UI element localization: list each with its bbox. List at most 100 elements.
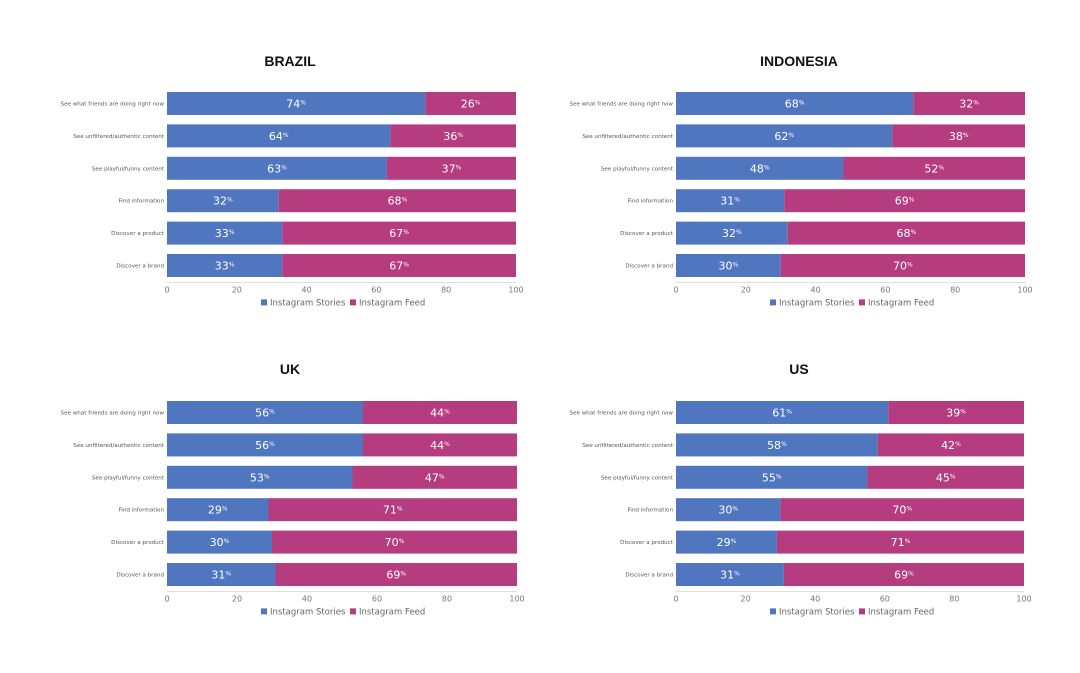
x-tick-label: 40 (810, 594, 820, 603)
category-label: See playful/funny content (92, 166, 165, 172)
x-tick-label: 20 (232, 285, 242, 294)
legend-swatch-stories (261, 299, 267, 306)
legend-swatch-feed (859, 608, 865, 615)
category-label: See unfiltered/authentic content (73, 443, 165, 449)
bar-segment-feed (386, 156, 516, 180)
bar-segment-feed (787, 221, 1025, 245)
bar-segment-stories (676, 465, 868, 489)
bar-segment-feed (780, 498, 1024, 522)
bar-segment-stories (676, 498, 781, 522)
chart-title: UK (280, 361, 300, 377)
bar-segment-stories (676, 254, 781, 277)
bar-segment-feed (784, 189, 1025, 213)
bar-segment-stories (676, 563, 784, 586)
category-label: Discover a product (620, 231, 674, 237)
category-label: See unfiltered/authentic content (73, 134, 165, 140)
bar-segment-feed (268, 498, 517, 522)
x-tick-label: 20 (232, 594, 242, 603)
category-label: See unfiltered/authentic content (582, 134, 674, 140)
bar-segment-feed (363, 433, 517, 457)
bar-segment-stories (167, 124, 391, 148)
bar-segment-stories (676, 401, 889, 424)
bar-segment-stories (167, 498, 269, 522)
bar-segment-stories (676, 433, 878, 457)
bar-segment-stories (676, 221, 788, 245)
category-label: Discover a brand (116, 573, 164, 579)
bar-segment-stories (167, 156, 387, 180)
bar-segment-feed (877, 433, 1024, 457)
category-label: Discover a brand (625, 264, 673, 270)
legend-swatch-feed (350, 299, 356, 306)
x-tick-label: 100 (1017, 285, 1032, 294)
x-tick-label: 60 (372, 594, 382, 603)
bar-segment-feed (272, 530, 517, 554)
chart-title: BRAZIL (264, 53, 316, 69)
chart-title: INDONESIA (760, 53, 838, 69)
x-tick-label: 40 (302, 594, 312, 603)
bar-segment-stories (676, 92, 914, 115)
bar-segment-feed (780, 254, 1025, 277)
bar-segment-stories (167, 254, 283, 277)
bar-segment-feed (390, 124, 516, 148)
x-tick-label: 0 (164, 594, 169, 603)
x-tick-label: 40 (302, 285, 312, 294)
bar-segment-feed (275, 563, 517, 586)
legend-label-stories: Instagram Stories (779, 298, 855, 308)
bar-segment-stories (167, 465, 353, 489)
category-label: See what friends are doing right now (570, 411, 674, 417)
x-tick-label: 40 (811, 285, 821, 294)
category-label: Find information (627, 508, 673, 514)
bar-segment-feed (892, 124, 1025, 148)
bar-segment-feed (278, 189, 516, 213)
bar-segment-stories (676, 530, 777, 554)
x-tick-label: 60 (880, 594, 890, 603)
bar-segment-feed (776, 530, 1024, 554)
category-label: See what friends are doing right now (570, 102, 674, 108)
legend-label-feed: Instagram Feed (868, 607, 934, 617)
bar-segment-stories (167, 433, 363, 457)
category-label: Discover a product (111, 231, 165, 237)
bar-segment-feed (282, 221, 516, 245)
category-label: See playful/funny content (601, 475, 674, 481)
x-tick-label: 80 (949, 594, 959, 603)
category-label: Find information (627, 199, 673, 205)
x-tick-label: 20 (741, 285, 751, 294)
bar-segment-stories (167, 563, 276, 586)
chart-title: US (789, 361, 808, 377)
x-tick-label: 60 (880, 285, 890, 294)
legend-label-stories: Instagram Stories (270, 607, 346, 617)
legend-swatch-stories (770, 608, 776, 615)
bar-segment-stories (676, 189, 785, 213)
bar-segment-stories (167, 221, 283, 245)
bar-segment-feed (425, 92, 516, 115)
x-tick-label: 60 (371, 285, 381, 294)
legend-swatch-feed (859, 299, 865, 306)
category-label: Find information (118, 199, 164, 205)
category-label: Find information (118, 508, 164, 514)
bar-segment-feed (352, 465, 517, 489)
category-label: See playful/funny content (92, 475, 165, 481)
chart-panel-indonesia: INDONESIA See what friends are doing righ… (570, 53, 1033, 308)
bar-segment-stories (676, 124, 893, 148)
category-label: Discover a brand (625, 573, 673, 579)
bar-segment-stories (167, 189, 279, 213)
category-label: Discover a product (620, 540, 674, 546)
bar-segment-feed (843, 156, 1025, 180)
legend-label-feed: Instagram Feed (359, 298, 425, 308)
bar-segment-feed (913, 92, 1025, 115)
category-label: See playful/funny content (601, 166, 674, 172)
x-tick-label: 100 (508, 285, 523, 294)
x-tick-label: 80 (441, 285, 451, 294)
bar-segment-feed (783, 563, 1024, 586)
x-tick-label: 100 (1016, 594, 1031, 603)
bar-segment-feed (363, 401, 517, 424)
bar-segment-feed (888, 401, 1024, 424)
x-tick-label: 80 (950, 285, 960, 294)
category-label: See unfiltered/authentic content (582, 443, 674, 449)
category-label: See what friends are doing right now (61, 102, 165, 108)
chart-panel-brazil: BRAZIL See what friends are doing right n… (61, 53, 524, 308)
